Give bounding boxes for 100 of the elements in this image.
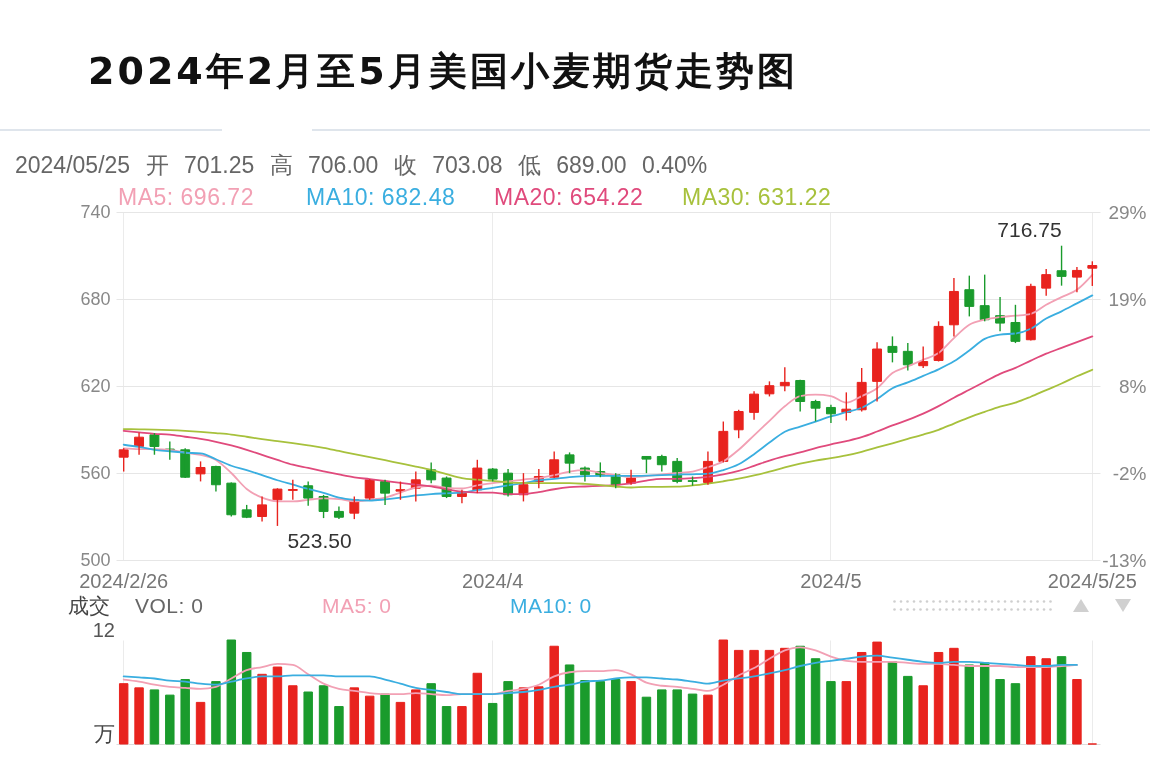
bar [903,675,913,745]
bar [687,693,698,745]
bar [503,681,513,745]
chart-title: 成交 [68,594,110,619]
x-tick-label: 2024/4 [462,569,524,592]
text: 12 [92,619,115,642]
candlestick [1087,260,1098,287]
bar [518,687,529,745]
bar [810,658,821,745]
candlestick [118,447,129,473]
bar [641,696,652,745]
bar [780,647,790,745]
candlestick [272,487,283,527]
annotation: 523.50 [287,528,352,552]
bar [1056,656,1067,745]
y2-tick-label: 19% [1108,288,1147,310]
bar [933,651,944,745]
bar [118,683,129,745]
annotation: 716.75 [997,217,1062,241]
text: MA20: 654.22 [494,184,644,211]
bar [380,693,390,745]
x-tick-label: 2024/5/25 [1047,569,1137,592]
bar [441,706,452,745]
bar [1026,656,1036,745]
bar [841,681,852,745]
text: MA30: 631.22 [682,184,832,211]
bar [426,683,436,745]
bar [979,662,990,745]
bar [995,679,1005,745]
bar [303,691,313,745]
bar [718,639,729,745]
bar [134,687,144,745]
bar [411,689,421,745]
candlestick [564,451,575,474]
bar [349,687,360,745]
bar [887,661,898,745]
bar [856,651,867,745]
chart-title: 2024年2月至5月美国小麦期货走势图 [88,49,798,94]
text: MA10: 0 [510,594,592,619]
bar [180,679,190,745]
candlestick [1056,245,1067,287]
candlestick [395,480,406,501]
y-tick-label: 560 [80,462,111,483]
candlestick [733,409,744,439]
text: MA5: 0 [322,594,392,619]
candlestick [195,460,206,483]
y2-tick-label: -13% [1102,549,1147,571]
bar [1041,658,1051,745]
bar [457,706,467,745]
candlestick [149,432,160,456]
bar [626,681,636,745]
bar [564,664,575,745]
bar [1072,679,1082,745]
y-tick-label: 680 [80,288,111,309]
bar [672,689,682,745]
bar [795,645,805,745]
bar [318,685,329,745]
bar [226,639,237,745]
candlestick [964,274,975,318]
bar [288,685,298,745]
candlestick [887,335,898,364]
bar [549,645,559,745]
bar [610,679,621,745]
y2-tick-label: -2% [1112,462,1147,484]
text: MA5: 696.72 [118,184,254,211]
bar [211,681,221,745]
y-tick-label: 740 [80,201,111,222]
bar [703,694,713,745]
bar [395,701,406,745]
y2-tick-label: 29% [1108,201,1147,223]
y2-tick-label: 8% [1119,375,1147,397]
bar [949,647,959,745]
bar [364,695,375,745]
x-tick-label: 2024/5 [800,569,862,592]
bar [487,702,498,745]
bar [534,686,544,745]
bar [826,681,836,745]
bar [241,651,252,745]
bar [195,701,206,745]
bar [334,706,344,745]
bar [595,681,606,745]
bar [1010,683,1021,745]
bar [580,680,590,745]
candlestick [1010,304,1021,344]
y-tick-label: 500 [80,549,111,570]
bar [272,666,283,745]
bar [165,694,175,745]
line-series [122,335,1094,495]
candlestick [318,494,329,519]
bar [733,649,744,745]
bar [257,673,267,745]
bar [749,649,759,745]
bar [764,649,775,745]
bar [964,664,975,745]
text: 2024/05/25 开 701.25 高 706.00 收 703.08 低 689.00 0.40% [15,152,708,179]
text: MA10: 682.48 [306,184,456,211]
x-tick-label: 2024/2/26 [79,569,169,592]
bar [149,689,160,745]
candlestick [810,399,821,423]
bar [657,689,667,745]
